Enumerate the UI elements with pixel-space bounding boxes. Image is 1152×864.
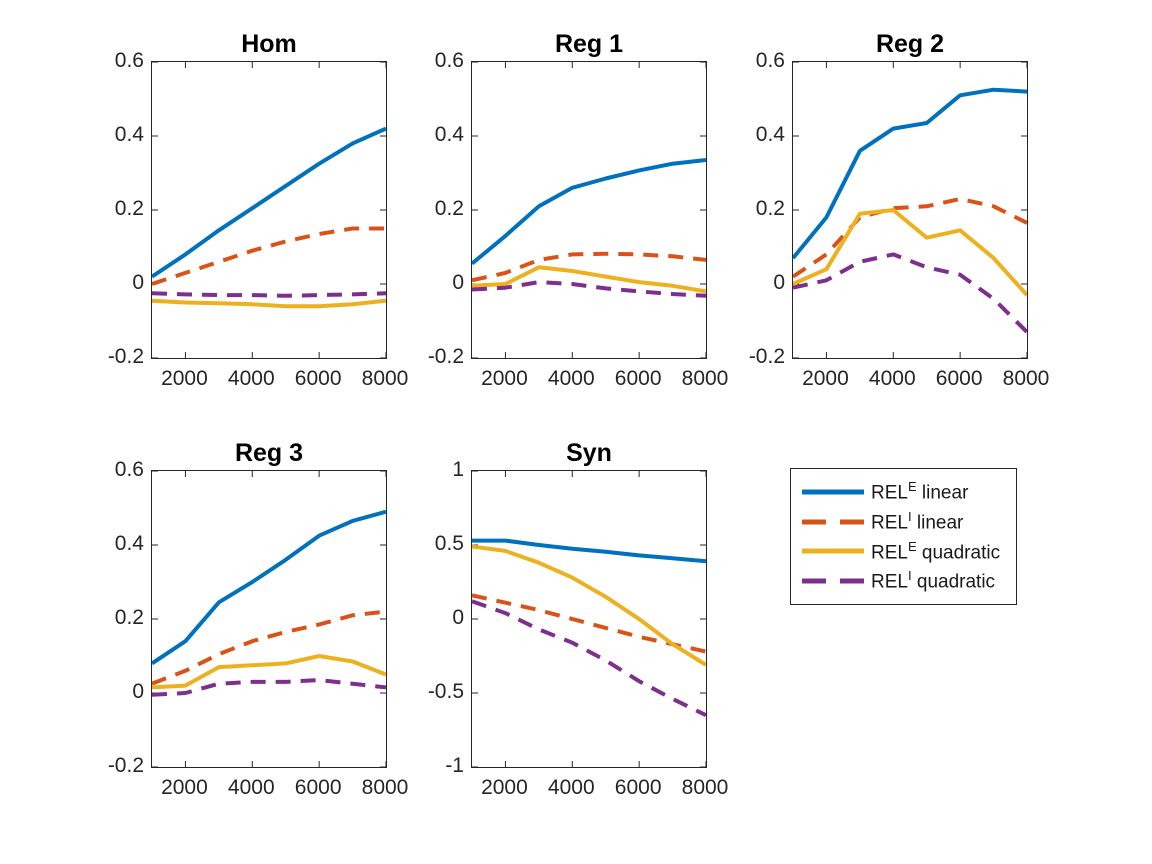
- legend-line-sample-dashed-purple: [802, 578, 864, 584]
- legend-label: RELI linear: [871, 508, 964, 534]
- x-tick-label: 2000: [481, 367, 528, 390]
- x-tick-label: 4000: [227, 367, 275, 390]
- y-tick-label: 0: [452, 271, 464, 294]
- series-line: [152, 678, 386, 697]
- x-tick-label: 4000: [868, 367, 916, 390]
- y-tick-label: 0: [773, 271, 785, 294]
- y-tick-label: 0.4: [114, 532, 144, 555]
- series-line: [472, 538, 706, 564]
- x-tick-label: 2000: [481, 776, 528, 799]
- series-line: [472, 593, 706, 654]
- series-line: [152, 509, 386, 666]
- y-tick-label: 0.6: [114, 458, 144, 481]
- plot-area: [151, 470, 387, 768]
- series-line: [152, 654, 386, 690]
- y-tick-label: 0.2: [114, 197, 144, 220]
- y-tick-label: 0: [132, 680, 144, 703]
- subplot-hom: Hom 2000 4000 6000 8000 -0.2 0 0.2 0.4 0.6: [101, 30, 409, 391]
- legend-item-rel-e-quadratic: RELE quadratic: [791, 538, 1016, 564]
- y-tick-label: -0.2: [748, 345, 785, 368]
- y-tick-label: 0.4: [755, 123, 785, 146]
- x-tick-label: 6000: [935, 367, 983, 390]
- legend-line-sample-solid-blue: [802, 489, 864, 495]
- y-tick-label: -0.2: [107, 754, 144, 777]
- series-line: [793, 87, 1027, 260]
- legend-item-rel-i-linear: RELI linear: [791, 509, 1016, 535]
- x-tick-label: 2000: [802, 367, 849, 390]
- subplot-syn: Syn 2000 4000 6000 8000 -1 -0.5 0 0.5 1: [421, 439, 729, 800]
- subplot-reg2: Reg 2 2000 4000 6000 8000 -0.2 0 0.2 0.4 0.6: [742, 30, 1050, 391]
- series-line: [152, 291, 386, 298]
- x-tick-label: 6000: [614, 367, 662, 390]
- y-tick-label: 0.6: [114, 49, 144, 72]
- series-line: [152, 609, 386, 686]
- legend-line-sample-dashed-red: [802, 519, 864, 525]
- x-tick-label: 8000: [681, 776, 729, 799]
- subplot-title: Reg 3: [234, 439, 304, 467]
- x-tick-label: 2000: [161, 776, 208, 799]
- legend-label: RELE linear: [871, 479, 969, 504]
- x-tick-label: 6000: [294, 776, 342, 799]
- x-tick-label: 4000: [227, 776, 275, 799]
- x-tick-label: 8000: [1002, 367, 1050, 390]
- x-tick-label: 2000: [161, 367, 208, 390]
- y-tick-label: 0.2: [114, 606, 144, 629]
- legend-label: RELE quadratic: [871, 538, 1001, 564]
- subplot-title: Reg 1: [554, 30, 624, 58]
- plot-area: [471, 61, 707, 359]
- y-tick-label: 0.6: [434, 49, 464, 72]
- x-tick-label: 4000: [547, 776, 595, 799]
- y-tick-label: -0.2: [107, 345, 144, 368]
- y-tick-label: 0.4: [114, 123, 144, 146]
- legend-item-rel-i-quadratic: RELI quadratic: [791, 568, 1016, 594]
- y-tick-label: 0: [132, 271, 144, 294]
- x-tick-label: 4000: [547, 367, 595, 390]
- series-line: [152, 126, 386, 279]
- plot-area: [151, 61, 387, 359]
- series-line: [472, 251, 706, 283]
- y-tick-label: -1: [445, 754, 464, 777]
- series-line: [472, 544, 706, 667]
- series-line: [152, 298, 386, 309]
- subplot-title: Syn: [566, 439, 612, 467]
- legend-label: RELI quadratic: [871, 568, 996, 593]
- y-tick-label: -0.2: [427, 345, 464, 368]
- y-tick-label: 0: [452, 606, 464, 629]
- plot-area: [792, 61, 1028, 359]
- series-line: [472, 158, 706, 266]
- y-tick-label: 0.2: [434, 197, 464, 220]
- x-tick-label: 6000: [294, 367, 342, 390]
- x-tick-label: 8000: [681, 367, 729, 390]
- series-line: [793, 252, 1027, 334]
- x-tick-label: 8000: [361, 776, 409, 799]
- subplot-reg1: Reg 1 2000 4000 6000 8000 -0.2 0 0.2 0.4 0.6: [421, 30, 729, 391]
- y-tick-label: 0.5: [434, 532, 464, 555]
- subplot-title: Hom: [241, 30, 297, 58]
- plot-area: [471, 470, 707, 768]
- subplot-reg3: Reg 3 2000 4000 6000 8000 -0.2 0 0.2 0.4 0.6: [101, 439, 409, 800]
- y-tick-label: -0.5: [427, 680, 464, 703]
- y-tick-label: 0.2: [755, 197, 785, 220]
- y-tick-label: 0.6: [755, 49, 785, 72]
- series-line: [472, 599, 706, 717]
- legend-line-sample-solid-yellow: [802, 548, 864, 554]
- subplot-title: Reg 2: [875, 30, 945, 58]
- legend-box: RELE linear RELI linear RELE quadratic R…: [790, 468, 1017, 605]
- legend-item-rel-e-linear: RELE linear: [791, 479, 1016, 505]
- series-line: [793, 208, 1027, 297]
- y-tick-label: 0.4: [434, 123, 464, 146]
- x-tick-label: 8000: [361, 367, 409, 390]
- series-line: [472, 280, 706, 298]
- y-tick-label: 1: [452, 458, 464, 481]
- x-tick-label: 6000: [614, 776, 662, 799]
- series-line: [472, 265, 706, 294]
- series-line: [152, 226, 386, 286]
